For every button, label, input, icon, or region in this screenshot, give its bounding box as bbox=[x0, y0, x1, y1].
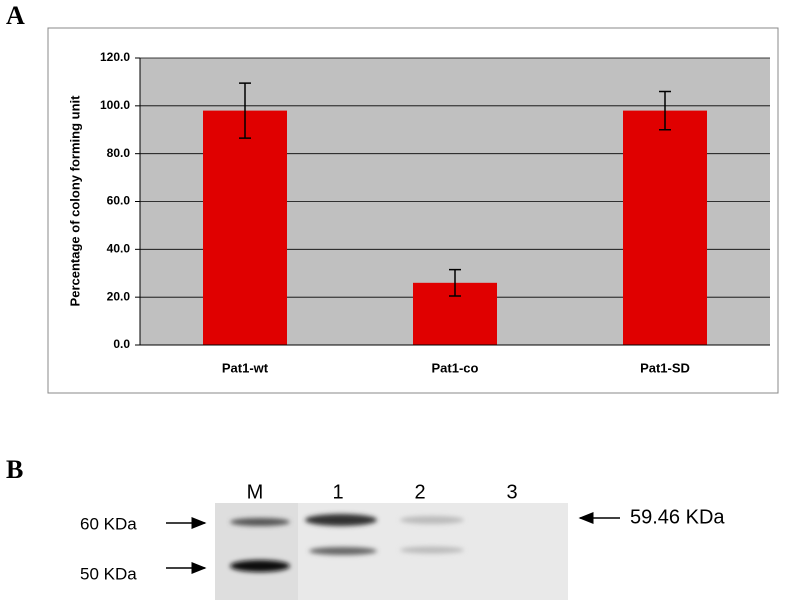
gel-band bbox=[230, 560, 290, 572]
y-tick-label: 60.0 bbox=[107, 194, 131, 208]
bar bbox=[203, 110, 287, 345]
error-bar bbox=[239, 82, 251, 139]
gel: M 1 2 3 60 KDa 50 KDa 59.46 KDa bbox=[80, 481, 725, 600]
panel-label: B bbox=[6, 455, 23, 484]
y-axis-label: Percentage of colony forming unit bbox=[67, 95, 82, 307]
lane-label: M bbox=[247, 481, 264, 503]
y-tick-label: 100.0 bbox=[100, 98, 130, 112]
marker-label: 50 KDa bbox=[80, 564, 137, 583]
panel-label: A bbox=[6, 1, 25, 30]
y-tick-label: 20.0 bbox=[107, 289, 131, 303]
gel-band bbox=[305, 514, 377, 526]
lane-label: 2 bbox=[414, 481, 425, 503]
gel-band bbox=[400, 516, 464, 524]
lane-label: 3 bbox=[506, 481, 517, 503]
y-tick-label: 120.0 bbox=[100, 50, 130, 64]
band-label: 59.46 KDa bbox=[630, 506, 725, 528]
error-bar bbox=[449, 268, 461, 297]
marker-label: 60 KDa bbox=[80, 514, 137, 533]
chart: 0.0 20.0 40.0 60.0 80.0 100.0 120.0 Pat1-wt Pat1… bbox=[100, 50, 770, 375]
gel-band bbox=[230, 518, 290, 526]
y-tick-label: 0.0 bbox=[113, 337, 130, 351]
gel-band bbox=[400, 546, 464, 554]
x-tick-label: Pat1-SD bbox=[640, 360, 690, 375]
x-tick-label: Pat1-wt bbox=[222, 360, 269, 375]
lane-label: 1 bbox=[332, 481, 343, 503]
y-tick-label: 80.0 bbox=[107, 146, 131, 160]
error-bar bbox=[659, 90, 671, 131]
bar bbox=[623, 110, 707, 345]
gel-marker-lane bbox=[215, 503, 298, 600]
y-tick-label: 40.0 bbox=[107, 242, 131, 256]
x-tick-label: Pat1-co bbox=[432, 360, 479, 375]
gel-band bbox=[309, 547, 377, 555]
